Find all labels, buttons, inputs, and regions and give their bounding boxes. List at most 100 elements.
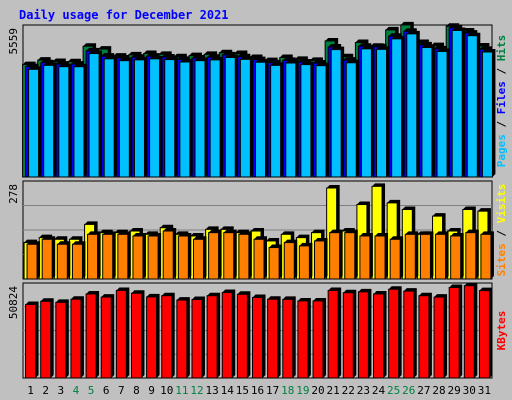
pages-files-hits-panel: 5559 [7,21,496,178]
day-label-3: 3 [58,384,65,397]
day-label-19: 19 [296,384,309,397]
series-sites [26,228,494,280]
bar-sites-day-8 [132,235,144,280]
bar-sites-day-29 [450,235,462,280]
legend-group: Pages / Files / Hits Sites / Visits KBytes [495,35,508,351]
pages-files-hits-axis-max-label: 5559 [7,28,20,55]
bar-kbytes-day-23 [357,291,369,379]
bar-kbytes-day-4 [70,298,82,379]
bar-kbytes-day-9 [146,296,158,379]
bar-pages-day-27 [421,47,433,178]
bar-pages-day-10 [164,59,176,178]
bar-pages-day-15 [239,58,251,178]
bar-sites-day-15 [238,233,250,280]
bar-kbytes-day-19 [297,300,309,379]
bar-sites-day-7 [117,233,129,280]
bar-kbytes-day-29 [448,286,460,379]
bar-sites-day-9 [147,235,159,280]
bar-sites-day-26 [404,233,416,280]
series-kbytes [25,282,493,379]
bar-sites-day-21 [329,232,341,280]
kbytes-axis-max-label: 50824 [7,286,20,319]
bar-pages-day-20 [315,65,327,178]
bar-kbytes-day-14 [221,292,233,379]
bar-sites-day-20 [314,240,326,280]
bar-sites-day-28 [435,233,447,280]
bar-kbytes-day-27 [418,295,430,379]
bar-sites-day-11 [177,235,189,280]
bar-pages-day-24 [376,48,388,178]
day-label-8: 8 [133,384,140,397]
day-label-13: 13 [205,384,218,397]
bar-kbytes-day-5 [85,293,97,379]
bar-pages-day-3 [58,66,70,178]
bar-sites-day-30 [465,232,477,280]
bar-kbytes-day-13 [206,295,218,379]
bar-kbytes-day-12 [191,299,203,379]
day-label-14: 14 [221,384,235,397]
bar-pages-day-29 [451,29,463,178]
bar-sites-day-19 [298,245,310,280]
bar-pages-day-16 [255,61,266,178]
day-label-11: 11 [175,384,188,397]
bar-kbytes-day-15 [236,293,248,379]
bar-pages-day-14 [224,57,236,178]
bar-pages-day-11 [179,61,191,178]
bar-sites-day-13 [208,232,220,280]
bar-sites-day-24 [374,235,386,280]
bar-kbytes-day-6 [100,296,112,379]
day-label-12: 12 [190,384,203,397]
bar-kbytes-day-28 [433,296,445,379]
bar-kbytes-day-26 [403,290,415,379]
bar-kbytes-day-3 [55,301,67,379]
day-label-17: 17 [266,384,279,397]
bar-pages-day-6 [103,58,115,178]
bar-pages-day-7 [118,60,130,178]
day-label-10: 10 [160,384,173,397]
bar-kbytes-day-11 [176,299,188,379]
series-pages [28,27,496,178]
bar-kbytes-day-18 [282,298,294,379]
bar-kbytes-day-16 [252,296,263,379]
kbytes-panel: 50824 [7,282,493,379]
bar-kbytes-day-20 [312,300,324,379]
day-label-5: 5 [88,384,95,397]
bar-kbytes-day-25 [388,288,400,379]
bar-pages-day-28 [436,50,448,178]
day-label-22: 22 [342,384,355,397]
day-label-21: 21 [327,384,340,397]
bar-sites-day-2 [41,238,53,280]
bar-kbytes-day-7 [115,289,127,379]
bar-pages-day-18 [285,62,297,178]
bar-sites-day-22 [344,232,356,280]
bar-pages-day-12 [194,60,206,178]
day-label-9: 9 [148,384,155,397]
bar-kbytes-day-17 [267,298,279,379]
bar-kbytes-day-1 [25,303,37,379]
bar-sites-day-31 [480,233,492,280]
pages-files-hits-legend: Pages / Files / Hits [495,35,508,168]
sites-visits-axis-max-label: 278 [7,184,20,204]
day-label-20: 20 [311,384,324,397]
bar-sites-day-5 [87,233,99,280]
bar-kbytes-day-30 [463,285,475,379]
day-label-31: 31 [478,384,491,397]
bar-kbytes-day-21 [327,289,339,379]
bar-pages-day-21 [330,49,342,178]
day-label-29: 29 [448,384,461,397]
bar-pages-day-8 [133,59,145,178]
bar-pages-day-25 [391,38,403,178]
day-label-27: 27 [417,384,430,397]
legend-pages: Pages [495,134,508,167]
legend-sites: Sites [495,243,508,276]
day-label-7: 7 [118,384,125,397]
bar-pages-day-22 [345,62,357,178]
chart-panels: 5559 278 50824 [7,21,496,379]
day-label-24: 24 [372,384,386,397]
day-label-25: 25 [387,384,400,397]
bar-sites-day-6 [102,233,114,280]
bar-pages-day-2 [43,64,55,178]
bar-pages-day-4 [73,66,85,178]
